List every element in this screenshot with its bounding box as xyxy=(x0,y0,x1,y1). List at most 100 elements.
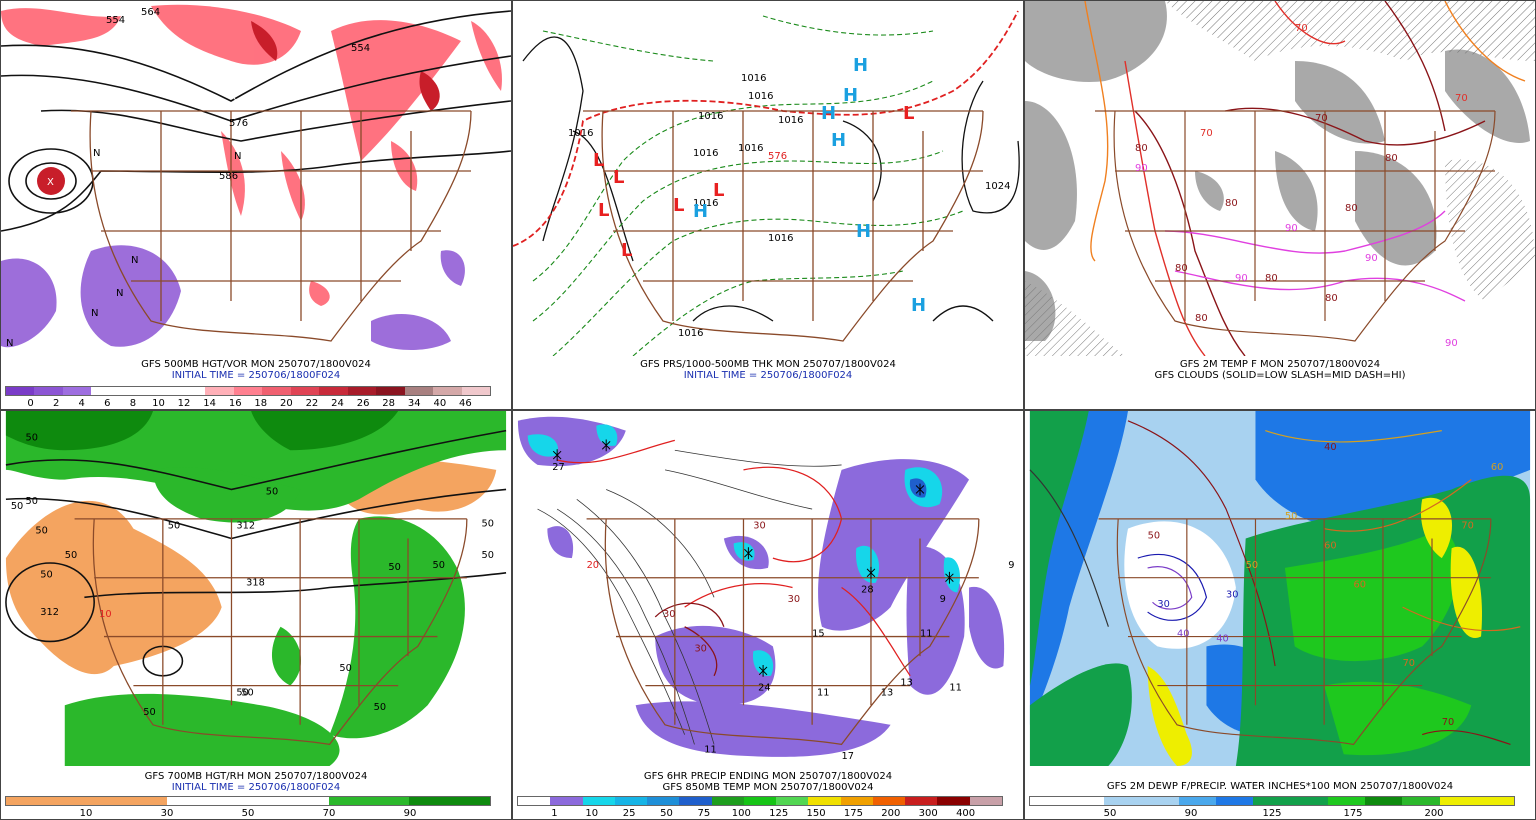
scale-swatch xyxy=(969,797,1002,805)
scale-swatch xyxy=(376,387,405,395)
map-label: 9 xyxy=(1008,560,1014,571)
scale-swatch xyxy=(319,387,348,395)
map-500mb: 554 564 554 576 586 N N N N N N X X xyxy=(1,1,511,356)
panel-prs-thk: 1016 1016 1016 1016 1016 1016 1016 1016 … xyxy=(512,0,1024,410)
scale-swatch xyxy=(248,797,329,805)
initial-time: INITIAL TIME = 250706/1800F024 xyxy=(683,370,853,381)
map-label: 1016 xyxy=(693,148,718,159)
map-label: 50 xyxy=(388,562,400,573)
scale-swatch xyxy=(347,387,377,395)
scale-tick-label: 90 xyxy=(1184,808,1198,819)
map-label: 1016 xyxy=(768,233,793,244)
scale-swatch xyxy=(6,797,87,805)
map-label: 28 xyxy=(861,584,873,595)
scale-tick-label: 70 xyxy=(322,808,336,819)
map-label: 10 xyxy=(99,609,111,620)
scale-tick-label: 18 xyxy=(254,398,268,409)
map-label: 586 xyxy=(219,171,238,182)
scale-ticks: 0 2 4 6 8 10 12 14 16 18 20 22 24 26 28 34 40 46 xyxy=(1,398,511,409)
scale-tick-label: 300 xyxy=(918,808,938,819)
map-label: 1024 xyxy=(985,181,1010,192)
color-scale xyxy=(5,796,491,806)
scale-ticks: 50 90 125 175 200 xyxy=(1025,808,1535,819)
scale-swatch xyxy=(6,387,35,395)
scale-tick-label: 200 xyxy=(881,808,901,819)
panel-title: GFS 700MB HGT/RH MON 250707/1800V024 xyxy=(144,771,368,782)
panel-title: GFS 2M TEMP F MON 250707/1800V024 xyxy=(1179,359,1381,370)
scale-swatch xyxy=(1067,797,1105,805)
scale-swatch xyxy=(1253,797,1291,805)
scale-swatch xyxy=(34,387,63,395)
scale-swatch xyxy=(614,797,648,805)
scale-swatch xyxy=(840,797,873,805)
map-label: 20 xyxy=(587,560,599,571)
scale-tick-label: 90 xyxy=(403,808,417,819)
map-label: 50 xyxy=(433,560,445,571)
map-label: 90 xyxy=(1135,163,1148,174)
map-label: 1016 xyxy=(741,73,766,84)
map-label: 50 xyxy=(339,663,351,674)
scale-tick-label: 12 xyxy=(177,398,191,409)
scale-tick-label: 75 xyxy=(697,808,711,819)
scale-swatch xyxy=(1365,797,1403,805)
scale-swatch xyxy=(91,387,120,395)
map-label: 576 xyxy=(768,151,787,162)
map-label: 50 xyxy=(266,486,278,497)
map-label: 1016 xyxy=(693,198,718,209)
map-label: 80 xyxy=(1325,293,1338,304)
map-label: 90 xyxy=(1235,273,1248,284)
scale-swatch xyxy=(1104,797,1142,805)
scale-tick-label: 28 xyxy=(382,398,396,409)
map-label: 50 xyxy=(35,526,47,537)
high-marker: H xyxy=(831,130,846,151)
map-label: 1016 xyxy=(698,111,723,122)
map-label: 1016 xyxy=(778,115,803,126)
scale-swatch xyxy=(1030,797,1068,805)
map-label: 564 xyxy=(141,7,160,18)
high-marker: H xyxy=(821,103,836,124)
scale-tick-label: 200 xyxy=(1424,808,1444,819)
scale-tick-label: 175 xyxy=(1343,808,1363,819)
scale-tick-label: 10 xyxy=(585,808,599,819)
scale-tick-label: 25 xyxy=(622,808,636,819)
map-label: 50 xyxy=(241,687,253,698)
panel-title: GFS 500MB HGT/VOR MON 250707/1800V024 xyxy=(141,359,371,370)
map-label: 1016 xyxy=(738,143,763,154)
map-label: 11 xyxy=(817,687,829,698)
map-label: 13 xyxy=(881,687,893,698)
map-label: 40 xyxy=(1177,629,1189,640)
scale-swatch xyxy=(1476,797,1515,805)
scale-tick-label: 46 xyxy=(459,398,472,409)
map-label: N xyxy=(6,338,13,349)
map-label: 554 xyxy=(351,43,370,54)
map-label: 24 xyxy=(758,682,770,693)
map-label: 50 xyxy=(374,702,386,713)
scale-swatch xyxy=(328,797,410,805)
map-2m-dewp: 40 40 50 60 70 70 30 30 50 40 50 60 70 6… xyxy=(1029,411,1531,766)
map-label: 30 xyxy=(1157,599,1169,610)
map-label: 90 xyxy=(1365,253,1378,264)
panel-title: GFS 2M DEWP F/PRECIP. WATER INCHES*100 M… xyxy=(1106,781,1454,792)
map-label: 312 xyxy=(236,521,255,532)
scale-tick-label: 175 xyxy=(843,808,863,819)
map-6hr-precip: 27 9 17 24 15 30 30 30 30 11 11 13 9 13 … xyxy=(517,411,1019,766)
map-label: 80 xyxy=(1385,153,1398,164)
panel-title: GFS PRS/1000-500MB THK MON 250707/1800V0… xyxy=(640,359,896,370)
scale-swatch xyxy=(290,387,320,395)
map-label: 70 xyxy=(1461,521,1473,532)
map-label: 60 xyxy=(1324,540,1336,551)
map-label: 30 xyxy=(663,609,675,620)
scale-tick-label: 100 xyxy=(731,808,751,819)
map-label: 60 xyxy=(1354,580,1366,591)
map-label: 50 xyxy=(1285,511,1297,522)
scale-tick-label: 20 xyxy=(279,398,293,409)
scale-swatch xyxy=(937,797,970,805)
scale-tick-label: 24 xyxy=(331,398,344,409)
map-label: 80 xyxy=(1175,263,1188,274)
scale-tick-label: 30 xyxy=(160,808,174,819)
scale-tick-label: 26 xyxy=(356,398,370,409)
scale-tick-label: 125 xyxy=(1262,808,1282,819)
low-marker: L xyxy=(613,167,624,188)
map-label: 9 xyxy=(940,594,946,605)
map-label: 50 xyxy=(11,501,23,512)
